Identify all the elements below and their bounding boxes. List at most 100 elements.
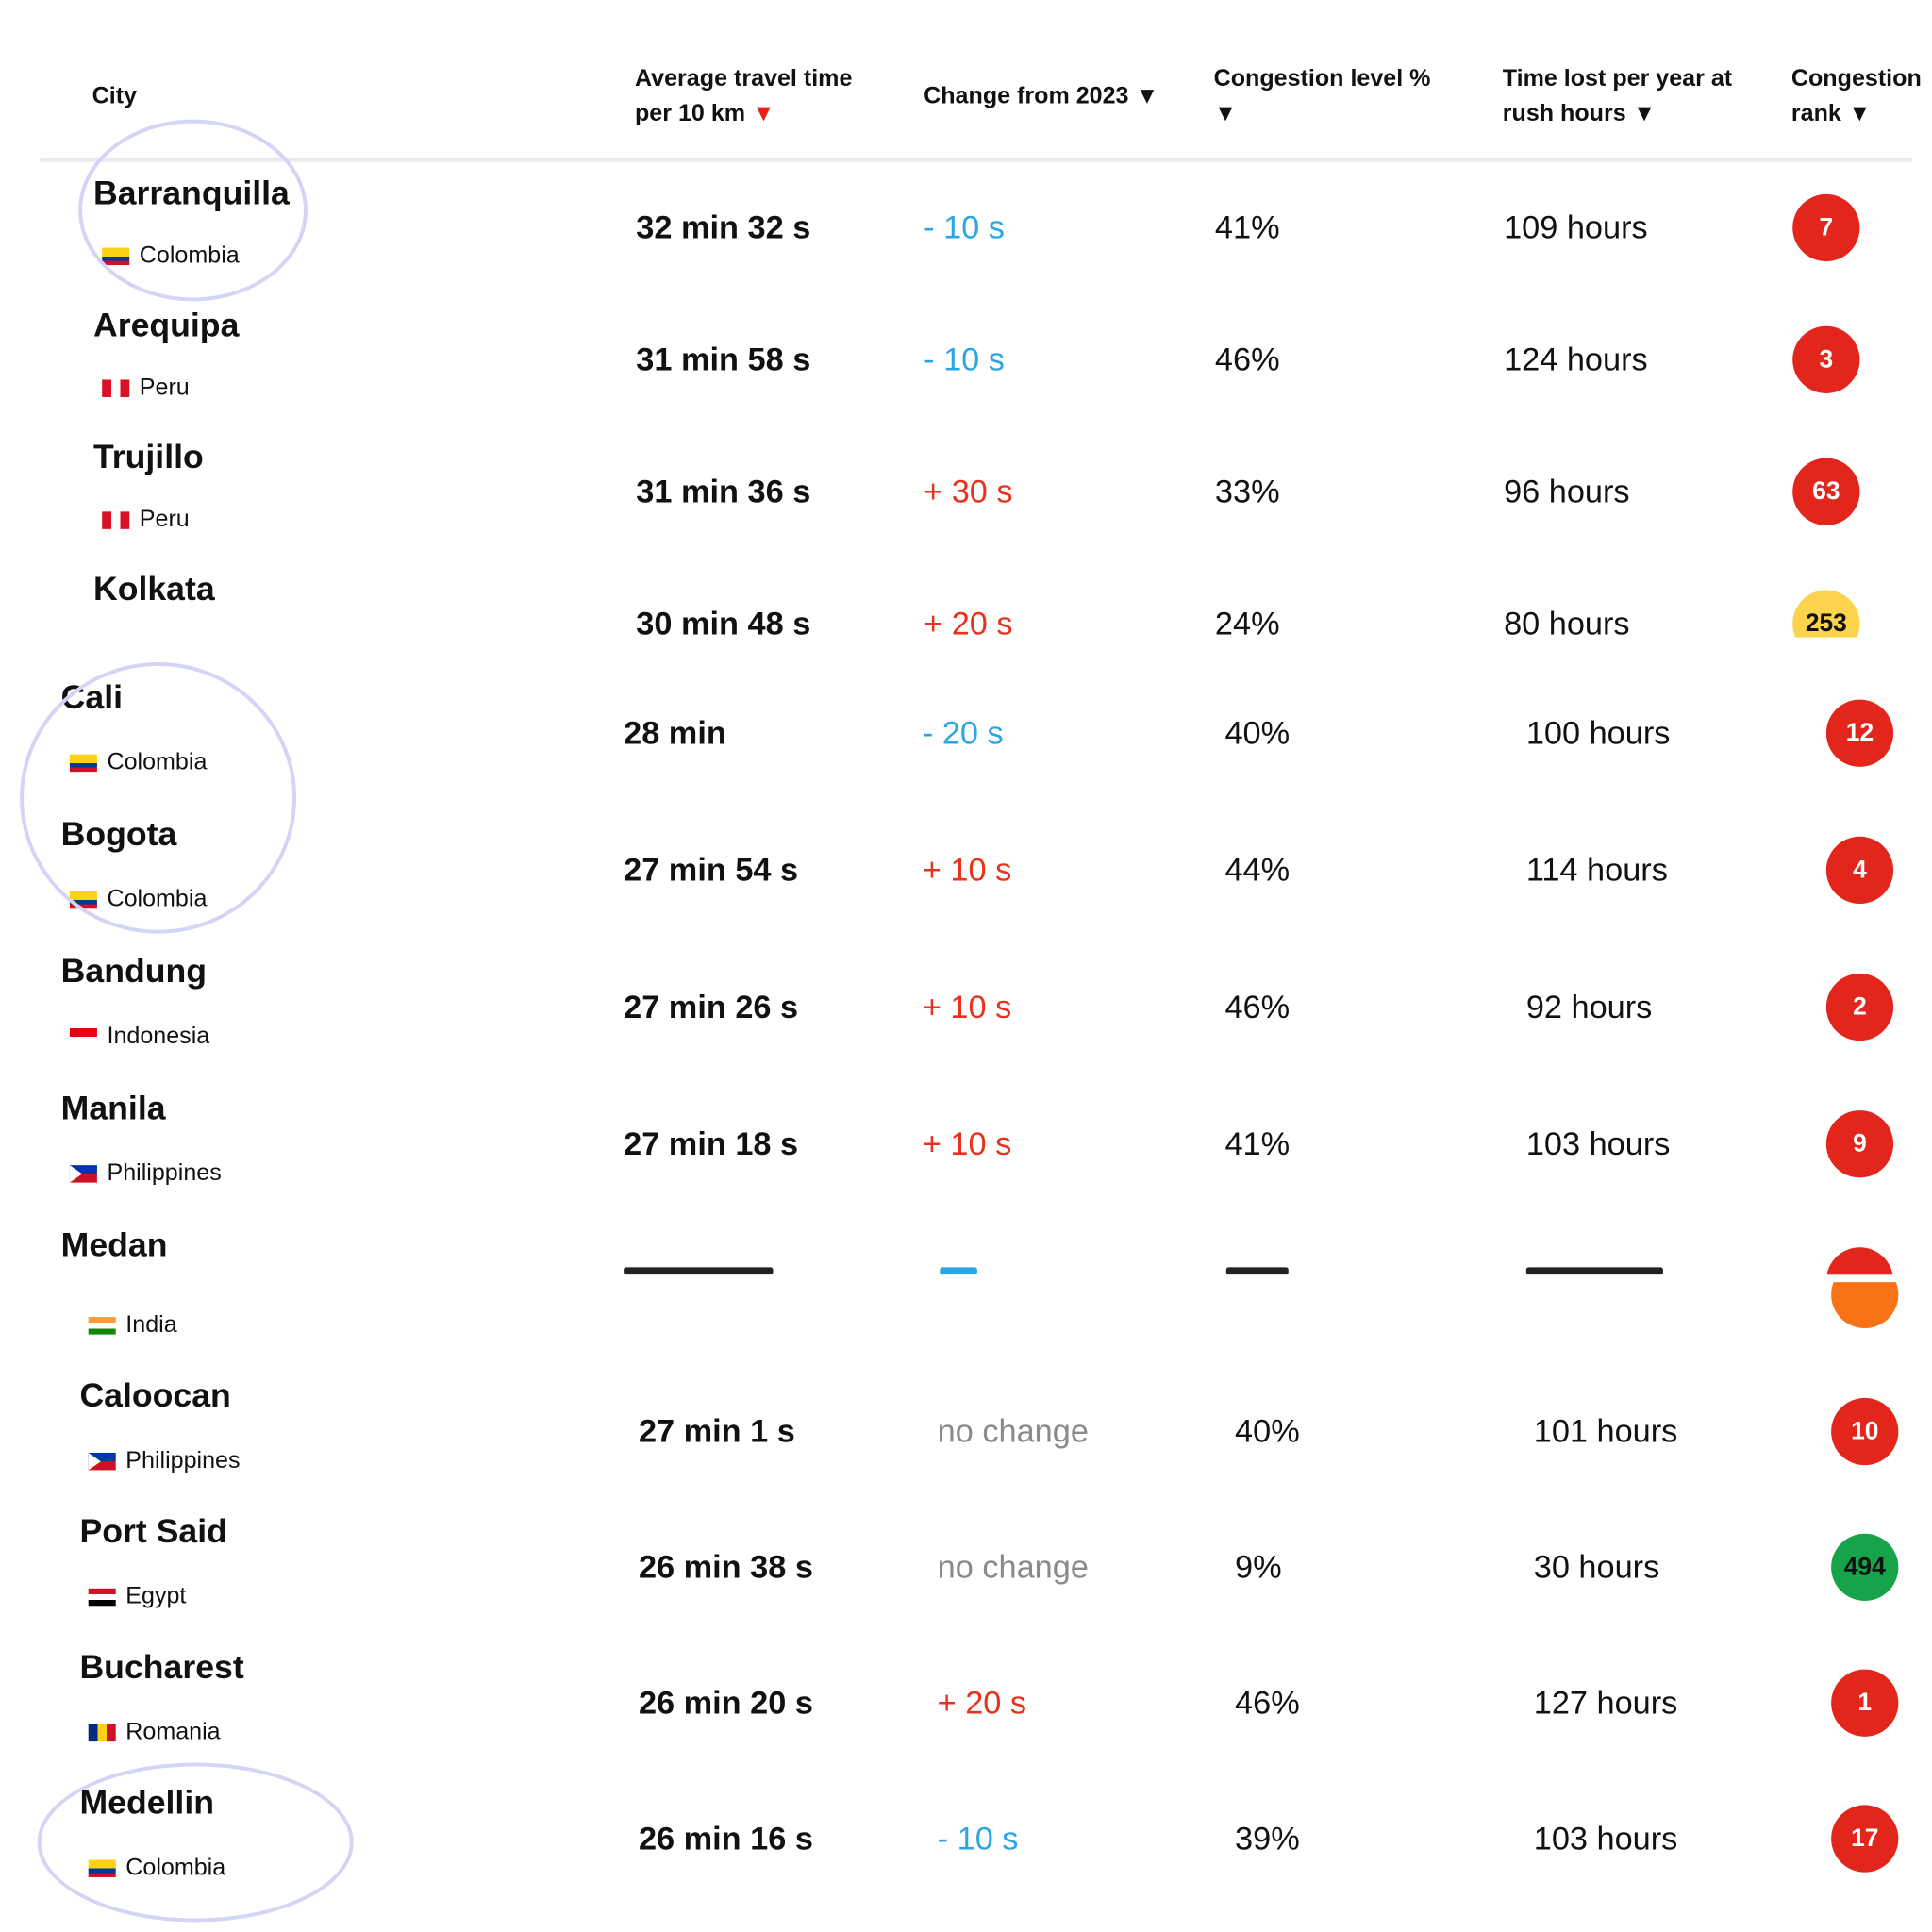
country-name: Philippines xyxy=(125,1447,241,1474)
indonesia-flag-icon xyxy=(69,1027,97,1046)
country: India xyxy=(88,1312,177,1340)
congestion-rank-badge: 4 xyxy=(1825,836,1894,905)
country: Philippines xyxy=(88,1447,241,1475)
country-name: Colombia xyxy=(107,886,208,913)
change-from-2023: + 10 s xyxy=(922,988,1012,1025)
change-from-2023: - 10 s xyxy=(924,208,1005,246)
city-name[interactable]: Manila xyxy=(60,1089,166,1127)
congestion-rank-badge: 17 xyxy=(1831,1805,1899,1873)
time-lost-per-year: 100 hours xyxy=(1525,713,1671,752)
rank-value: 10 xyxy=(1851,1417,1879,1445)
sort-arrow-icon: ▼ xyxy=(1213,100,1238,127)
time-lost-per-year: 92 hours xyxy=(1525,988,1653,1025)
rank-value: 494 xyxy=(1843,1553,1886,1581)
city-name[interactable]: Kolkata xyxy=(92,570,215,608)
country: Colombia xyxy=(102,242,240,270)
congestion-rank-badge: 9 xyxy=(1825,1110,1894,1178)
column-header-time-lost[interactable]: Time lost per year at rush hours ▼ xyxy=(1503,62,1732,132)
city-name[interactable]: Cali xyxy=(60,678,124,716)
country: Peru xyxy=(102,375,190,402)
rank-value: 4 xyxy=(1853,856,1867,884)
peru-flag-icon xyxy=(102,511,130,529)
change-from-2023: - 10 s xyxy=(937,1819,1019,1857)
avg-travel-time: 26 min 38 s xyxy=(638,1547,813,1586)
congestion-level: 44% xyxy=(1224,850,1291,889)
congestion-rank-badge: 3 xyxy=(1792,325,1860,393)
congestion-level: 46% xyxy=(1235,1683,1300,1722)
city-name[interactable]: Bogota xyxy=(60,815,177,853)
city-name[interactable]: Caloocan xyxy=(79,1376,231,1415)
avg-travel-time: 26 min 20 s xyxy=(638,1683,813,1722)
colombia-flag-icon xyxy=(88,1859,116,1877)
header-avg-line2-wrap: per 10 km ▼ xyxy=(635,97,852,132)
avg-travel-time: 27 min 26 s xyxy=(624,988,799,1025)
romania-flag-icon xyxy=(88,1724,116,1742)
flag-triangle xyxy=(69,1165,83,1183)
rank-value: 63 xyxy=(1812,477,1840,506)
table-section-1: Barranquilla Colombia 32 min 32 s - 10 s 41%… xyxy=(0,162,1932,638)
egypt-flag-icon xyxy=(88,1588,116,1607)
country: Peru xyxy=(102,507,190,534)
time-lost-per-year: 124 hours xyxy=(1504,340,1648,378)
congestion-level: 40% xyxy=(1224,713,1291,752)
clipped-text-fragment xyxy=(1225,1267,1289,1275)
change-from-2023: no change xyxy=(937,1547,1089,1586)
city-name[interactable]: Arequipa xyxy=(92,306,240,344)
city-name[interactable]: Port Said xyxy=(79,1512,227,1550)
header-rank-line2-wrap: rank ▼ xyxy=(1791,97,1932,132)
rank-value: 3 xyxy=(1819,345,1834,374)
congestion-level: 46% xyxy=(1214,340,1280,378)
change-from-2023: + 10 s xyxy=(922,850,1012,889)
avg-travel-time: 31 min 58 s xyxy=(636,340,811,378)
country-name: Peru xyxy=(139,375,190,401)
column-header-avg-travel-time[interactable]: Average travel time per 10 km ▼ xyxy=(635,62,852,132)
header-change-label: Change from 2023 xyxy=(924,83,1129,110)
city-name[interactable]: Bandung xyxy=(60,952,208,991)
time-lost-per-year: 127 hours xyxy=(1533,1683,1678,1722)
city-name[interactable]: Bucharest xyxy=(79,1648,244,1686)
header-timelost-line2-wrap: rush hours ▼ xyxy=(1503,97,1732,132)
column-header-change[interactable]: Change from 2023 ▼ xyxy=(924,79,1158,114)
change-from-2023: + 20 s xyxy=(924,604,1013,638)
column-header-congestion-level[interactable]: Congestion level % ▼ xyxy=(1214,62,1431,132)
time-lost-per-year: 96 hours xyxy=(1504,472,1630,510)
philippines-flag-icon xyxy=(88,1452,116,1471)
country: Colombia xyxy=(69,749,207,776)
congestion-rank-badge xyxy=(1831,1282,1899,1329)
congestion-rank-badge: 7 xyxy=(1792,193,1860,262)
clipped-text-fragment xyxy=(624,1267,774,1275)
congestion-level: 9% xyxy=(1235,1547,1282,1586)
rank-value: 253 xyxy=(1805,608,1847,637)
change-from-2023: - 20 s xyxy=(922,713,1004,752)
city-name[interactable]: Medan xyxy=(60,1225,168,1264)
colombia-flag-icon xyxy=(69,754,97,773)
country-name: Philippines xyxy=(107,1159,222,1187)
rank-value: 2 xyxy=(1853,992,1867,1021)
city-name[interactable]: Barranquilla xyxy=(92,174,290,212)
congestion-rank-badge xyxy=(1825,1247,1894,1275)
india-flag-icon xyxy=(88,1317,116,1335)
rank-value: 12 xyxy=(1845,719,1874,747)
change-from-2023: + 30 s xyxy=(924,472,1013,510)
country-name: Colombia xyxy=(125,1855,226,1881)
country-name: Colombia xyxy=(139,242,240,270)
city-name[interactable]: Trujillo xyxy=(92,438,204,476)
time-lost-per-year: 80 hours xyxy=(1504,604,1630,638)
sort-desc-active-icon: ▼ xyxy=(752,100,775,127)
peru-flag-icon xyxy=(102,379,130,397)
column-header-city[interactable]: City xyxy=(92,79,137,114)
rank-value: 1 xyxy=(1857,1689,1873,1717)
change-from-2023: - 10 s xyxy=(924,340,1005,378)
avg-travel-time: 30 min 48 s xyxy=(636,604,811,638)
time-lost-per-year: 103 hours xyxy=(1525,1124,1671,1162)
column-header-congestion-rank[interactable]: Congestion rank ▼ xyxy=(1791,62,1932,132)
congestion-level: 46% xyxy=(1224,988,1291,1025)
city-name[interactable]: Medellin xyxy=(79,1783,214,1822)
header-timelost-line1: Time lost per year at xyxy=(1502,65,1733,92)
country: Romania xyxy=(88,1719,221,1746)
congestion-rank-badge: 10 xyxy=(1831,1397,1899,1466)
sort-arrow-icon: ▼ xyxy=(1847,100,1872,127)
header-rank-line1: Congestion xyxy=(1790,65,1922,92)
table-section-3: India Caloocan Philippines 27 min 1 s no cha… xyxy=(0,1282,1932,1932)
